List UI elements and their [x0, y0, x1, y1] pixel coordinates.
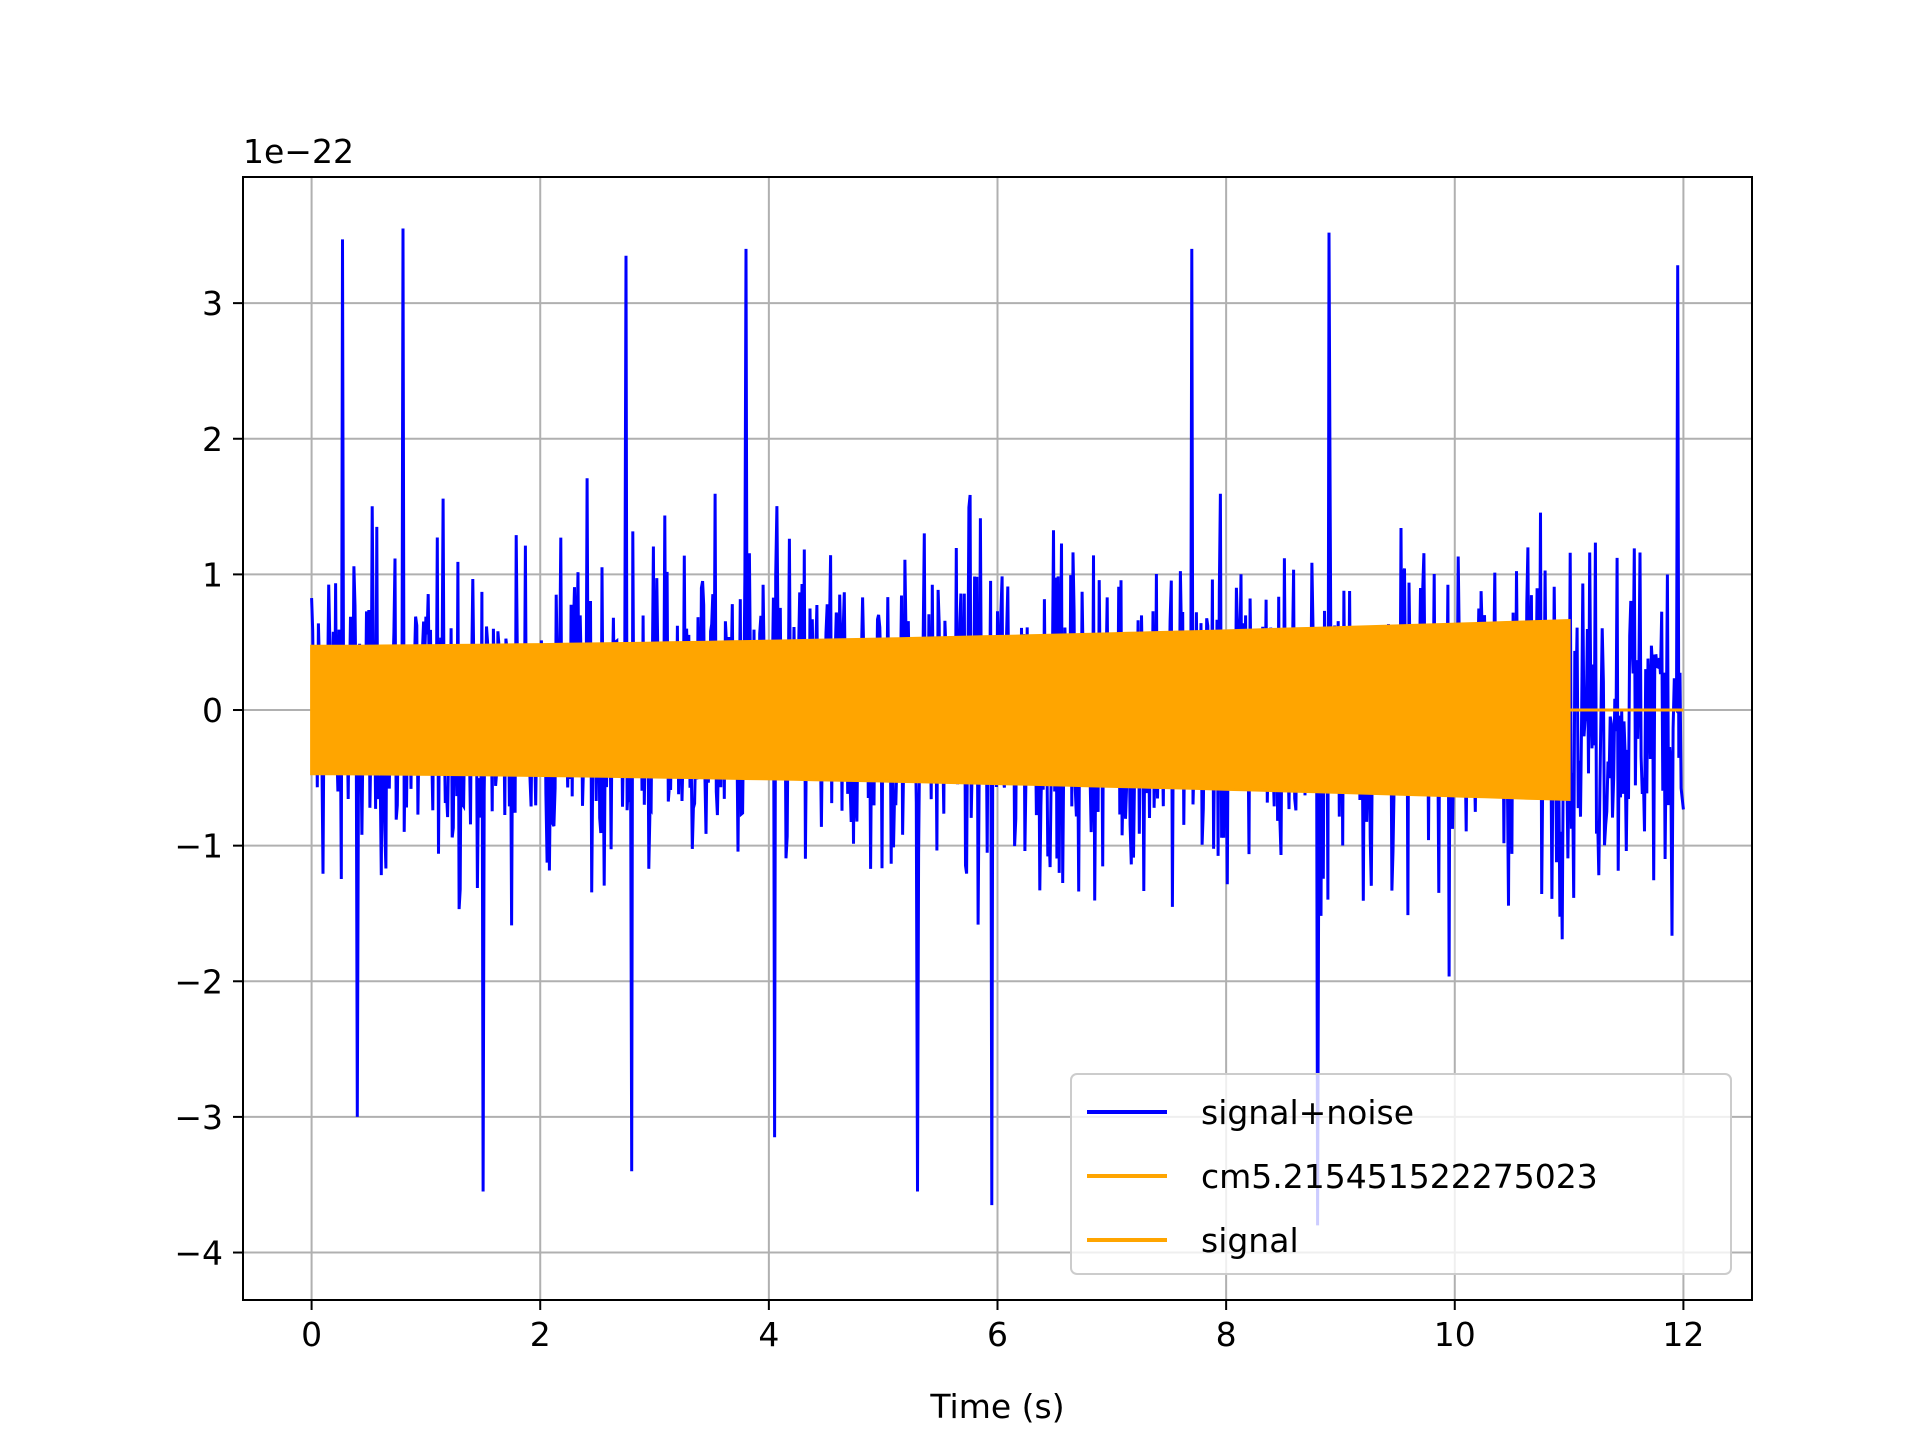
series-cm-band	[310, 618, 1571, 802]
y-tick-label-6: −3	[174, 1098, 223, 1137]
series-layer	[310, 228, 1685, 1226]
legend-label-1: cm5.215451522275023	[1201, 1157, 1598, 1196]
y-tick-label-2: 1	[202, 555, 223, 594]
y-tick-label-5: −2	[174, 962, 223, 1001]
x-tick-label-4: 8	[1216, 1315, 1237, 1354]
x-tick-label-1: 2	[530, 1315, 551, 1354]
y-tick-label-0: 3	[202, 284, 223, 323]
y-tick-label-4: −1	[174, 827, 223, 866]
x-tick-label-0: 0	[301, 1315, 322, 1354]
x-axis-title: Time (s)	[929, 1387, 1064, 1426]
legend: signal+noise cm5.215451522275023 signal	[1070, 1073, 1732, 1275]
legend-box	[1070, 1073, 1732, 1275]
x-tick-label-2: 4	[758, 1315, 779, 1354]
y-offset-text: 1e−22	[243, 132, 354, 171]
x-tick-label-3: 6	[987, 1315, 1008, 1354]
y-tick-label-3: 0	[202, 691, 223, 730]
legend-label-2: signal	[1201, 1221, 1299, 1260]
y-tick-label-7: −4	[174, 1234, 223, 1273]
legend-label-0: signal+noise	[1201, 1093, 1414, 1132]
x-tick-label-6: 12	[1662, 1315, 1704, 1354]
y-tick-label-1: 2	[202, 420, 223, 459]
x-tick-label-5: 10	[1434, 1315, 1476, 1354]
